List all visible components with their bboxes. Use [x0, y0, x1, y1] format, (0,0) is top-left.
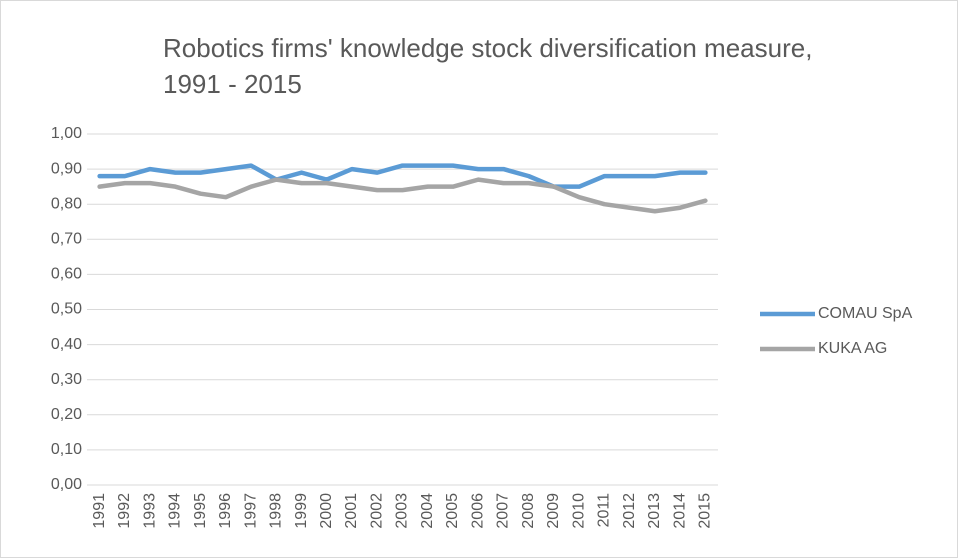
- y-tick-label: 0,80: [51, 195, 82, 212]
- x-tick-label: 2011: [596, 493, 613, 528]
- x-tick-label: 2008: [520, 493, 537, 529]
- x-tick-label: 2005: [444, 493, 461, 529]
- x-tick-label: 1998: [268, 493, 285, 529]
- x-tick-label: 2010: [570, 493, 587, 529]
- legend-label: KUKA AG: [818, 340, 887, 357]
- x-tick-label: 2013: [646, 493, 663, 529]
- series-line: [97, 177, 708, 214]
- x-tick-label: 2002: [368, 493, 385, 529]
- x-tick-label: 1993: [141, 493, 158, 529]
- x-tick-label: 1996: [217, 493, 234, 529]
- x-tick-label: 1995: [192, 493, 209, 529]
- x-tick-label: 2006: [469, 493, 486, 529]
- x-tick-label: 2000: [318, 493, 335, 529]
- x-tick-label: 1997: [242, 493, 259, 529]
- x-tick-label: 2012: [621, 493, 638, 529]
- x-tick-label: 2003: [394, 493, 411, 529]
- y-tick-label: 0,00: [51, 476, 82, 493]
- y-tick-label: 0,90: [51, 160, 82, 177]
- y-tick-label: 0,60: [51, 266, 82, 283]
- x-tick-label: 1999: [293, 493, 310, 529]
- x-tick-label: 2009: [545, 493, 562, 529]
- x-tick-label: 2001: [343, 493, 360, 529]
- x-tick-label: 2004: [419, 493, 436, 529]
- x-tick-label: 1992: [116, 493, 133, 529]
- y-tick-label: 0,10: [51, 441, 82, 458]
- y-tick-label: 0,70: [51, 231, 82, 248]
- x-tick-label: 2014: [671, 493, 688, 529]
- y-tick-label: 1,00: [51, 125, 82, 142]
- x-tick-label: 2007: [495, 493, 512, 529]
- legend-label: COMAU SpA: [818, 305, 913, 322]
- series-line: [97, 163, 708, 189]
- y-tick-label: 0,20: [51, 406, 82, 423]
- chart-title: Robotics firms' knowledge stock diversif…: [163, 33, 813, 99]
- x-tick-label: 1991: [91, 493, 108, 529]
- x-tick-label: 2015: [697, 493, 714, 529]
- y-tick-label: 0,40: [51, 336, 82, 353]
- y-tick-label: 0,50: [51, 301, 82, 318]
- y-tick-label: 0,30: [51, 371, 82, 388]
- x-tick-label: 1994: [167, 493, 184, 529]
